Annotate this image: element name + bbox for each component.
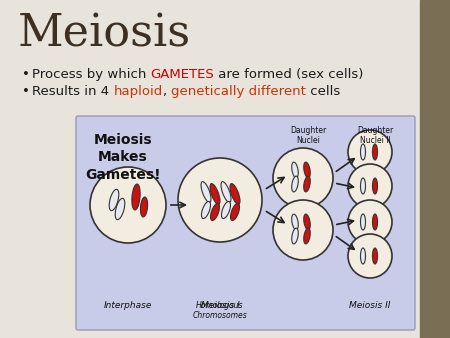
Text: Daughter
Nuclei II: Daughter Nuclei II	[357, 126, 393, 145]
Ellipse shape	[210, 184, 220, 204]
Ellipse shape	[230, 203, 239, 220]
Circle shape	[273, 200, 333, 260]
Text: •: •	[22, 68, 30, 81]
Circle shape	[90, 167, 166, 243]
Text: genetically different: genetically different	[171, 85, 306, 98]
Ellipse shape	[360, 178, 365, 194]
Circle shape	[348, 234, 392, 278]
Text: Process by which: Process by which	[32, 68, 151, 81]
Ellipse shape	[304, 176, 310, 192]
Ellipse shape	[304, 162, 310, 178]
Ellipse shape	[292, 176, 298, 192]
Text: cells: cells	[306, 85, 340, 98]
Text: Meiosis II: Meiosis II	[349, 301, 391, 310]
Circle shape	[348, 164, 392, 208]
Text: ,: ,	[162, 85, 171, 98]
Text: Meiosis
Makes
Gametes!: Meiosis Makes Gametes!	[85, 133, 161, 182]
Ellipse shape	[360, 248, 365, 264]
Ellipse shape	[140, 197, 148, 217]
Bar	[420, 0, 450, 338]
Text: GAMETES: GAMETES	[151, 68, 214, 81]
Ellipse shape	[201, 182, 211, 202]
Text: •: •	[22, 85, 30, 98]
Ellipse shape	[373, 214, 378, 230]
Circle shape	[348, 130, 392, 174]
Text: Meiosis: Meiosis	[18, 12, 191, 55]
Text: haploid: haploid	[113, 85, 162, 98]
Ellipse shape	[373, 248, 378, 264]
Ellipse shape	[304, 214, 310, 230]
Ellipse shape	[221, 182, 231, 202]
Ellipse shape	[230, 184, 240, 204]
Text: Results in 4: Results in 4	[32, 85, 113, 98]
Ellipse shape	[360, 214, 365, 230]
Text: Daughter
Nuclei: Daughter Nuclei	[290, 126, 326, 145]
Text: Meiosis I: Meiosis I	[201, 301, 239, 310]
Circle shape	[348, 200, 392, 244]
Ellipse shape	[373, 144, 378, 160]
Circle shape	[178, 158, 262, 242]
Ellipse shape	[292, 214, 298, 230]
FancyBboxPatch shape	[76, 116, 415, 330]
Ellipse shape	[292, 228, 298, 244]
Ellipse shape	[373, 178, 378, 194]
Ellipse shape	[202, 201, 211, 219]
Ellipse shape	[304, 228, 310, 244]
Ellipse shape	[132, 184, 140, 210]
Ellipse shape	[360, 144, 365, 160]
Circle shape	[273, 148, 333, 208]
Text: Interphase: Interphase	[104, 301, 152, 310]
Text: Homologous
Chromosomes: Homologous Chromosomes	[193, 300, 248, 320]
Ellipse shape	[211, 203, 220, 220]
Ellipse shape	[115, 198, 125, 220]
Text: are formed (sex cells): are formed (sex cells)	[214, 68, 364, 81]
Ellipse shape	[109, 189, 119, 211]
Ellipse shape	[292, 162, 298, 178]
Ellipse shape	[221, 201, 230, 219]
